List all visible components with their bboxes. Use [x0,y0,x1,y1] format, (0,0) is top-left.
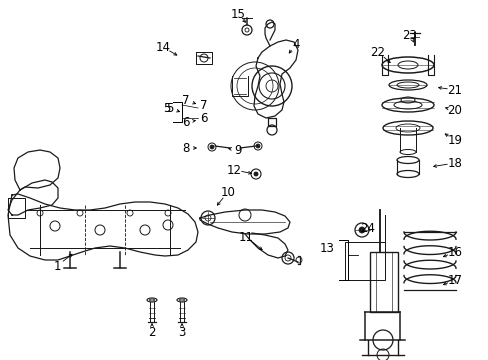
Text: 14: 14 [155,41,170,54]
Text: 4: 4 [292,37,299,50]
Bar [345,242,384,280]
Text: 16: 16 [447,246,462,258]
Text: 13: 13 [320,242,334,255]
Text: 22: 22 [370,45,385,59]
Text: 3: 3 [178,327,185,339]
Circle shape [253,172,258,176]
Text: 18: 18 [447,157,462,170]
Circle shape [256,144,260,148]
Text: 7: 7 [200,99,207,112]
Text: 11: 11 [238,230,253,243]
Text: 6: 6 [182,116,189,129]
Text: 9: 9 [234,144,241,157]
Text: 7: 7 [182,94,189,107]
Text: 21: 21 [447,84,462,96]
Text: 12: 12 [226,163,241,176]
Text: 5: 5 [163,102,170,114]
Text: 1: 1 [53,260,61,273]
Text: 17: 17 [447,274,462,287]
Text: 2: 2 [148,327,156,339]
Text: 6: 6 [200,112,207,125]
Text: 23: 23 [402,28,417,41]
Text: 24: 24 [360,221,375,234]
Text: 15: 15 [230,8,245,21]
Text: 20: 20 [447,104,462,117]
Circle shape [358,227,364,233]
Text: 19: 19 [447,134,462,147]
Text: 10: 10 [220,185,235,198]
Text: 5: 5 [166,102,173,114]
Bar [369,252,397,312]
Circle shape [209,145,214,149]
Text: 8: 8 [182,141,189,154]
